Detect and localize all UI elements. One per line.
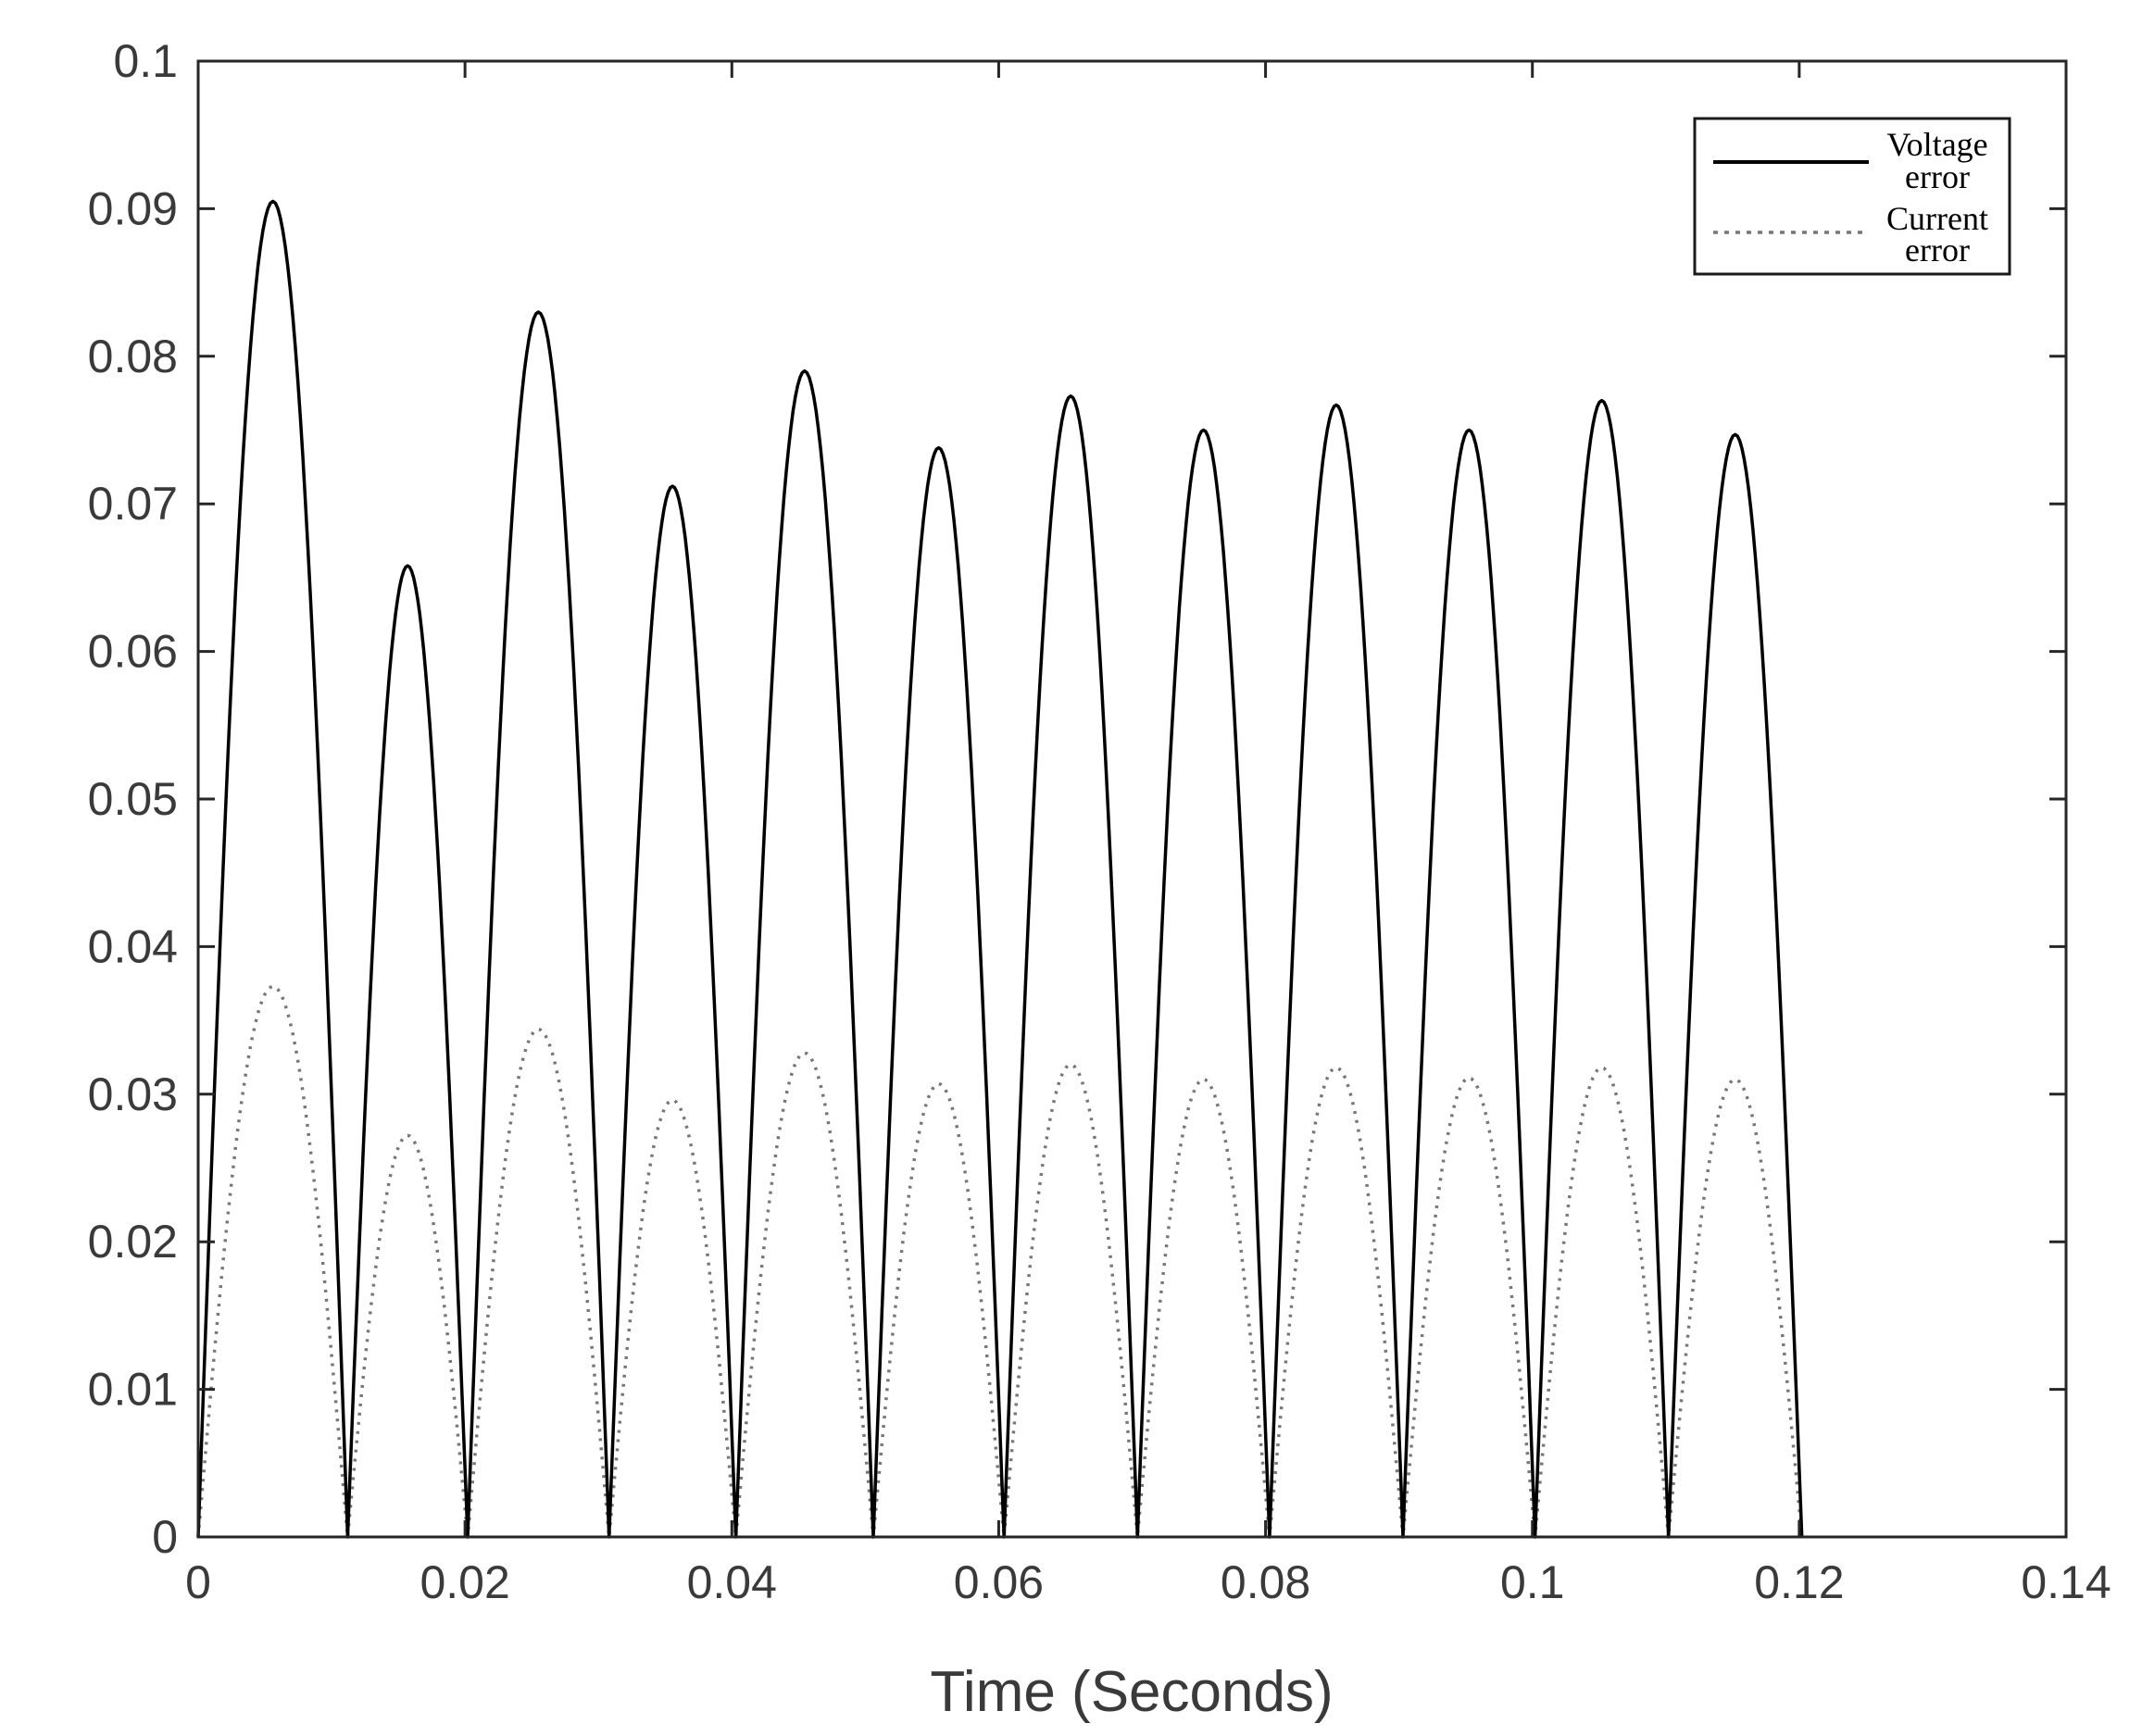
y-tick-label: 0.01 xyxy=(88,1364,178,1416)
legend-voltage-label-line2: error xyxy=(1905,158,1970,195)
y-tick-label: 0.07 xyxy=(88,478,178,530)
legend: Voltage error Current error xyxy=(1693,117,2011,276)
legend-current-label-line2: error xyxy=(1905,231,1970,269)
x-tick-label: 0.06 xyxy=(954,1556,1044,1608)
y-axis: 0 0.01 0.02 0.03 0.04 0.05 0.06 0.07 0.08 0.09 0.1 xyxy=(88,35,2066,1563)
y-tick-label: 0.02 xyxy=(88,1216,178,1268)
y-tick-label: 0.09 xyxy=(88,182,178,234)
y-tick-label: 0.05 xyxy=(88,773,178,825)
x-tick-label: 0.14 xyxy=(2021,1556,2111,1608)
x-axis-title: Time (Seconds) xyxy=(930,1660,1333,1724)
x-tick-label: 0.1 xyxy=(1500,1556,1565,1608)
x-tick-label: 0.02 xyxy=(420,1556,509,1608)
x-tick-label: 0.04 xyxy=(687,1556,777,1608)
x-tick-label: 0.12 xyxy=(1754,1556,1844,1608)
x-tick-label: 0 xyxy=(185,1556,211,1608)
x-axis: 0 0.02 0.04 0.06 0.08 0.1 0.12 0.14 xyxy=(185,61,2111,1608)
y-tick-label: 0 xyxy=(152,1511,178,1563)
y-tick-label: 0.06 xyxy=(88,626,178,678)
x-tick-label: 0.08 xyxy=(1221,1556,1310,1608)
y-tick-label: 0.08 xyxy=(88,331,178,382)
legend-voltage-label-line1: Voltage xyxy=(1886,126,1987,163)
y-tick-label: 0.03 xyxy=(88,1068,178,1120)
y-tick-label: 0.04 xyxy=(88,920,178,972)
legend-current-label-line1: Current xyxy=(1886,200,1988,237)
legend-box xyxy=(1693,117,2011,276)
y-tick-label: 0.1 xyxy=(113,35,178,87)
